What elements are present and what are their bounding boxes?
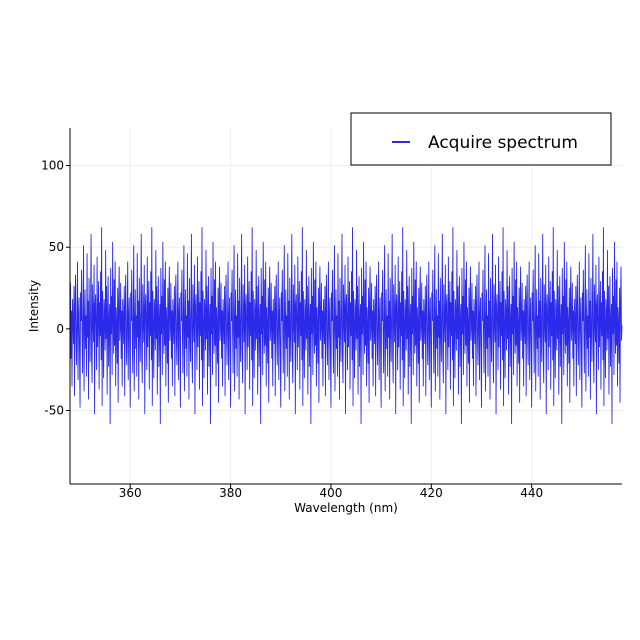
x-tick-label: 380 [219,486,242,500]
x-axis-title: Wavelength (nm) [294,501,398,515]
spectrum-line [69,227,623,425]
legend-box [350,112,612,166]
x-tick-label: 420 [420,486,443,500]
x-tick-label: 360 [119,486,142,500]
legend: Acquire spectrum [350,112,612,166]
y-tick-label: 50 [49,240,64,254]
axes [69,128,622,485]
x-tick-labels: 360 380 400 420 440 [119,484,543,500]
y-axis-title: Intensity [27,280,41,332]
x-tick-label: 440 [520,486,543,500]
y-tick-label: 100 [41,159,64,173]
series-spectrum [69,227,623,425]
y-tick-label: 0 [56,322,64,336]
y-tick-label: -50 [44,404,64,418]
x-tick-label: 400 [319,486,342,500]
legend-label: Acquire spectrum [428,133,578,153]
y-tick-labels: 100 50 0 -50 [41,159,70,418]
